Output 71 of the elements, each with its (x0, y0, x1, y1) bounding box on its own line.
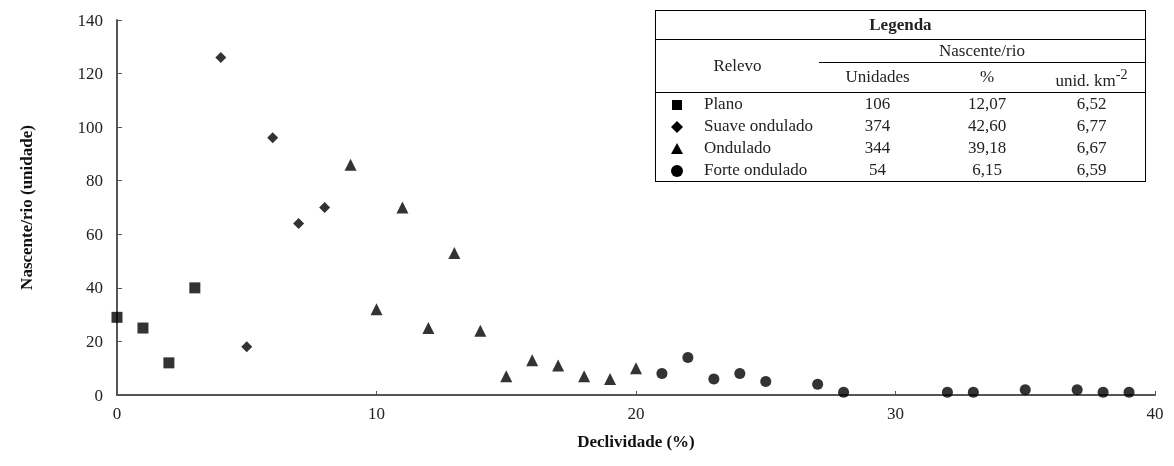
y-tick-label: 0 (94, 385, 103, 405)
point (396, 201, 409, 214)
point (163, 357, 175, 369)
legend-label: Forte ondulado (702, 158, 809, 181)
point (708, 373, 720, 385)
annotation: % (936, 62, 1038, 93)
y-tick-label: 60 (86, 224, 103, 244)
y-tick-label: 100 (77, 117, 103, 137)
point (1071, 384, 1083, 396)
annotation: 6,52 (1075, 92, 1108, 115)
point (682, 352, 694, 363)
annotation: 6,67 (1075, 136, 1108, 159)
annotation: 39,18 (966, 136, 1008, 159)
y-tick-label: 80 (86, 171, 103, 191)
annotation: unid. km$^{-2}$ (1038, 62, 1146, 93)
x-axis-title: Declividade (%) (577, 432, 695, 451)
point (344, 158, 357, 171)
point (215, 52, 227, 63)
annotation: 6,59 (1075, 158, 1108, 181)
annotation: 374 (863, 114, 892, 137)
y-tick-label: 20 (86, 331, 103, 351)
point (370, 303, 383, 316)
point (293, 218, 305, 230)
annotation: Nascente/rio (819, 39, 1146, 63)
x-tick-label: 0 (112, 404, 122, 423)
y-axis-title: Nascente/rio (unidade) (17, 125, 36, 290)
annotation: 12,07 (966, 92, 1008, 115)
point (812, 378, 824, 390)
point (1097, 386, 1109, 398)
annotation: 6,15 (971, 158, 1003, 181)
legend-label: Plano (702, 92, 744, 115)
point (111, 311, 123, 323)
point (760, 376, 772, 388)
annotation: 6,77 (1075, 114, 1108, 137)
y-tick-label: 140 (77, 10, 103, 30)
point (578, 370, 591, 383)
annotation: 54 (868, 158, 887, 181)
point (967, 386, 979, 398)
point (422, 322, 435, 335)
annotation: Relevo (655, 39, 819, 93)
x-tick-label: 10 (368, 404, 385, 423)
x-tick-label: 30 (887, 404, 904, 423)
point (1019, 384, 1031, 396)
point (1123, 386, 1135, 398)
point (319, 202, 331, 213)
point (241, 341, 253, 353)
point (552, 359, 565, 372)
point (526, 354, 539, 367)
point (267, 132, 279, 144)
y-tick-label: 120 (77, 64, 103, 84)
point (448, 247, 461, 260)
annotation: 42,60 (966, 114, 1008, 137)
point (137, 322, 149, 334)
legend-title: Legenda (868, 14, 933, 36)
annotation: 344 (863, 136, 892, 159)
x-tick-label: 20 (627, 404, 645, 423)
x-tick-label: 40 (1146, 404, 1164, 423)
point (734, 368, 746, 380)
point (500, 370, 513, 383)
y-tick-label: 40 (86, 278, 103, 298)
point (630, 362, 642, 375)
point (656, 368, 668, 380)
point (604, 372, 617, 385)
legend-label: Suave ondulado (702, 114, 814, 137)
annotation: 106 (863, 92, 892, 115)
point (474, 324, 487, 337)
legend-label: Ondulado (702, 136, 772, 159)
point (189, 282, 201, 294)
point (838, 386, 850, 398)
point (941, 386, 953, 398)
annotation: Unidades (819, 62, 936, 93)
